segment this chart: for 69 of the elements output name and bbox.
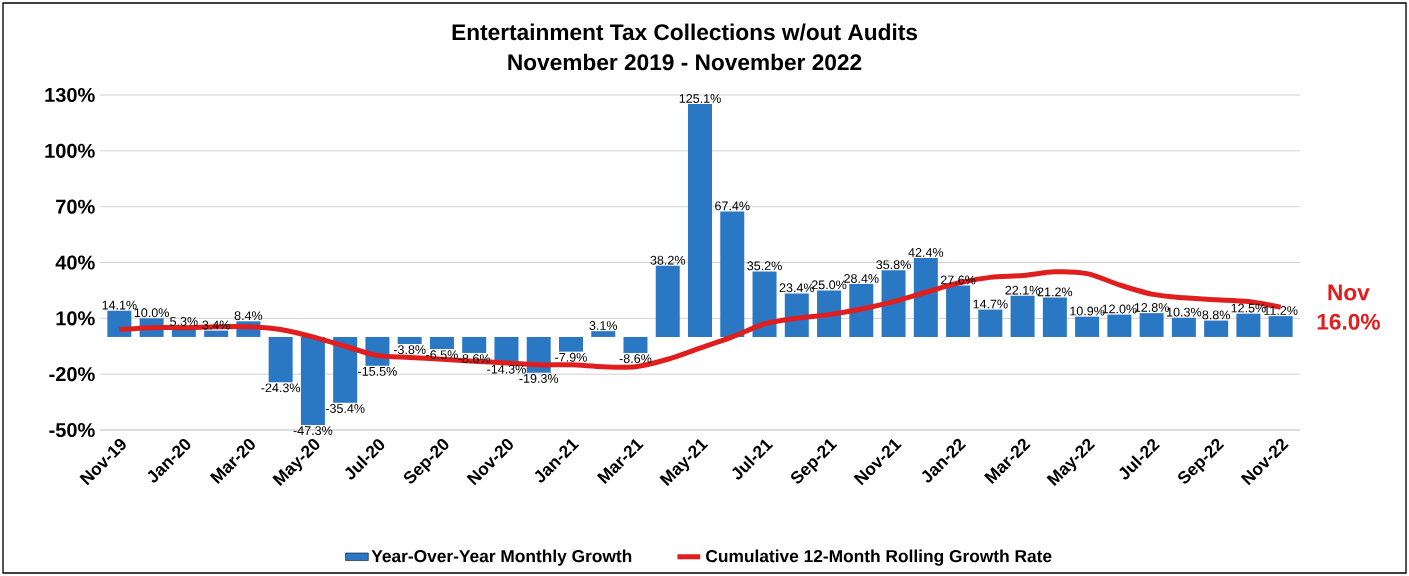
data-label: 67.4%: [715, 201, 750, 211]
bar: [1139, 313, 1164, 337]
y-tick-label: 10%: [56, 311, 95, 326]
bar: [1107, 314, 1132, 337]
bar: [1204, 320, 1229, 337]
y-tick-label: 100%: [45, 143, 95, 158]
legend-label: Year-Over-Year Monthly Growth: [371, 549, 632, 566]
chart-subtitle: November 2019 - November 2022: [508, 53, 862, 71]
data-label: -15.5%: [358, 366, 397, 376]
bar: [107, 310, 132, 337]
y-tick-label: -50%: [49, 422, 95, 438]
bar: [204, 330, 229, 337]
bar: [978, 309, 1003, 337]
data-label: 35.2%: [747, 261, 782, 271]
data-label: 14.1%: [102, 300, 137, 310]
bar: [1268, 316, 1293, 337]
data-label: -24.3%: [261, 383, 301, 393]
data-label: 12.8%: [1134, 303, 1169, 312]
bar: [752, 271, 777, 337]
data-label: -3.8%: [393, 345, 426, 355]
y-tick-label: 40%: [55, 255, 95, 270]
data-label: -35.4%: [325, 404, 365, 413]
bar: [881, 270, 906, 337]
bar: [946, 285, 971, 337]
bar: [1171, 317, 1196, 337]
data-label: 8.8%: [1202, 310, 1230, 320]
data-label: 3.1%: [589, 321, 618, 330]
data-label: -14.3%: [487, 364, 526, 374]
bar: [558, 336, 583, 352]
data-label: 38.2%: [650, 255, 686, 265]
data-label: 42.4%: [908, 248, 944, 257]
data-label: 125.1%: [679, 94, 721, 103]
y-tick-label: 70%: [56, 199, 95, 214]
bar: [720, 211, 745, 337]
bar: [1042, 297, 1067, 337]
data-label: -8.6%: [619, 354, 652, 364]
bar: [333, 336, 358, 403]
data-label: 10.0%: [134, 308, 169, 318]
bar: [849, 284, 874, 337]
bar: [1010, 295, 1035, 337]
data-label: 23.4%: [779, 283, 815, 293]
data-label: 11.2%: [1264, 306, 1298, 315]
data-label: -7.9%: [555, 352, 587, 362]
bar: [300, 336, 325, 425]
data-label: 27.6%: [940, 275, 976, 285]
bar: [591, 331, 616, 337]
bar: [1075, 316, 1100, 337]
data-label: 12.5%: [1231, 303, 1266, 313]
data-label: 14.7%: [973, 299, 1008, 309]
legend-label: Cumulative 12-Month Rolling Growth Rate: [706, 549, 1052, 566]
bar: [913, 258, 938, 337]
y-tick-label: -20%: [49, 367, 95, 382]
bar: [462, 336, 487, 353]
bar: [1236, 313, 1261, 337]
data-label: 5.3%: [170, 317, 198, 326]
y-tick-label: 130%: [45, 87, 95, 103]
data-label: -19.3%: [519, 374, 559, 383]
data-label: 35.8%: [876, 260, 911, 270]
bar: [655, 265, 680, 337]
data-label: 8.4%: [234, 311, 263, 321]
bar: [623, 336, 648, 353]
bar: [397, 336, 422, 345]
data-label: 10.3%: [1167, 307, 1202, 317]
bar: [268, 336, 293, 383]
chart-title: Entertainment Tax Collections w/out Audits: [452, 23, 917, 41]
data-label: -47.3%: [293, 426, 333, 436]
annotation: Nov 16.0%: [1317, 284, 1380, 330]
bar: [429, 336, 454, 350]
bar: [688, 104, 713, 337]
